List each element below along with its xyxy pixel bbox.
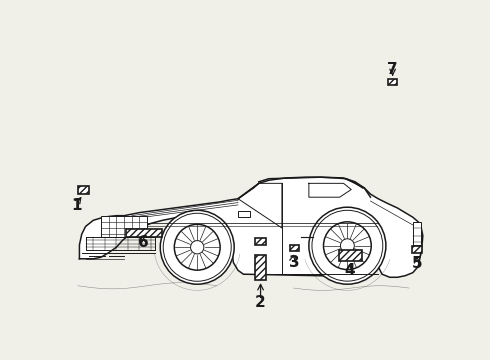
Text: 7: 7	[387, 62, 398, 77]
Text: 1: 1	[72, 198, 82, 213]
Bar	[339, 250, 362, 261]
Bar	[412, 246, 422, 253]
Bar	[389, 79, 397, 85]
Bar	[238, 211, 249, 217]
Text: 5: 5	[412, 256, 422, 271]
Text: 2: 2	[255, 295, 266, 310]
Circle shape	[309, 207, 386, 284]
Circle shape	[160, 210, 234, 284]
Bar	[291, 245, 299, 251]
Circle shape	[191, 240, 204, 254]
Circle shape	[341, 239, 354, 253]
Polygon shape	[79, 177, 423, 277]
Text: 6: 6	[138, 235, 149, 250]
Bar	[101, 216, 147, 237]
Bar	[255, 238, 266, 245]
Bar	[77, 186, 89, 194]
Text: 3: 3	[289, 255, 300, 270]
Bar	[125, 229, 162, 237]
Bar	[413, 222, 420, 245]
Bar	[255, 255, 266, 280]
Text: 4: 4	[344, 263, 355, 278]
